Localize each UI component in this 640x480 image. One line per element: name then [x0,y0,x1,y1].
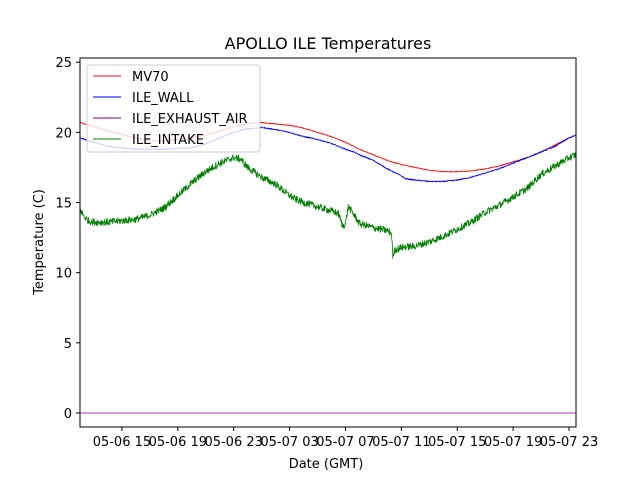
legend-frame [86,64,261,153]
legend-label-ile-exhaust-air: ILE_EXHAUST_AIR [132,112,248,127]
x-tick-label: 05-07 15 [428,435,486,450]
x-tick-label: 05-07 03 [260,435,318,450]
chart-title: APOLLO ILE Temperatures [225,34,432,53]
x-tick-label: 05-07 23 [540,435,598,450]
x-tick-label: 05-07 19 [484,435,542,450]
y-tick-label: 5 [64,337,72,352]
y-tick-label: 0 [64,407,72,422]
y-axis-label: Temperature (C) [32,189,47,296]
series-line-ile-intake [80,152,576,259]
y-tick-label: 20 [55,126,72,141]
legend: MV70 ILE_WALL ILE_EXHAUST_AIR ILE_INTAKE [86,64,261,153]
y-tick-label: 15 [55,197,72,212]
x-tick-label: 05-07 07 [316,435,374,450]
plot-area-frame [79,57,577,428]
x-tick-label: 05-06 23 [204,435,262,450]
x-tick-label: 05-06 15 [93,435,151,450]
x-tick-label: 05-07 11 [372,435,430,450]
y-tick-label: 25 [55,56,72,71]
y-axis: 0 5 10 15 20 25 [55,56,80,422]
legend-label-ile-wall: ILE_WALL [132,91,194,106]
x-axis-label: Date (GMT) [289,457,364,472]
x-tick-label: 05-06 19 [149,435,207,450]
legend-label-ile-intake: ILE_INTAKE [132,133,204,148]
y-tick-label: 10 [55,267,72,282]
legend-label-mv70: MV70 [132,70,169,85]
